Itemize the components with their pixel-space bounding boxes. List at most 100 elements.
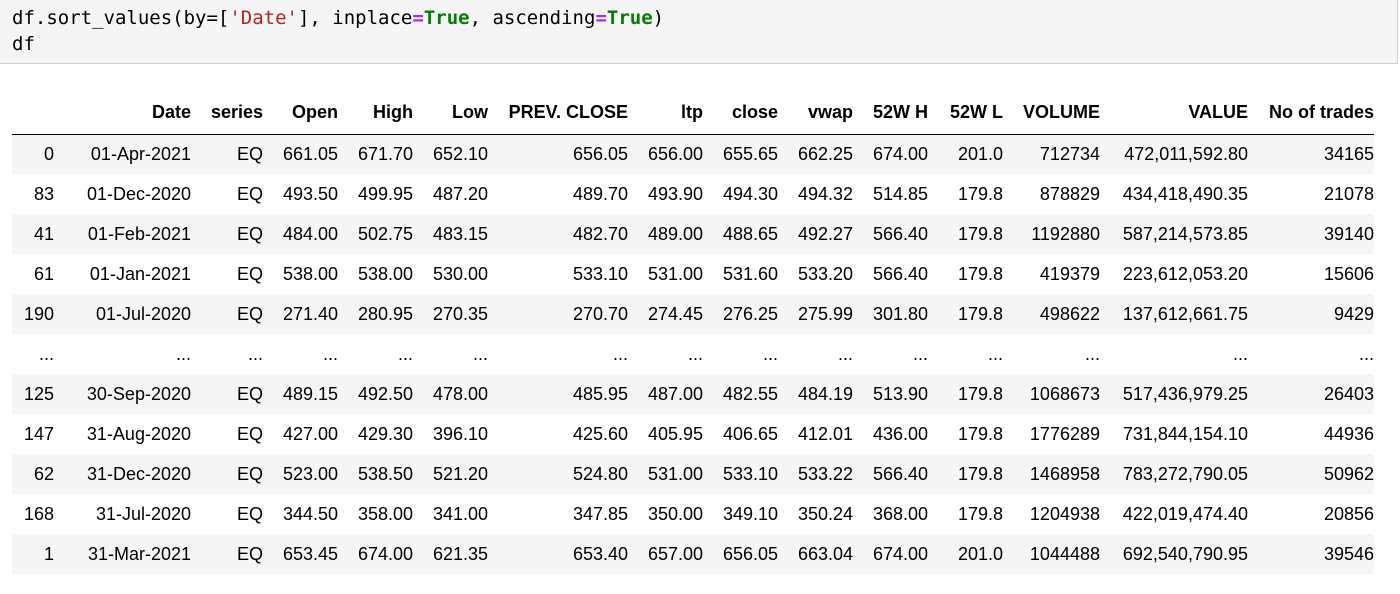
table-cell: 692,540,790.95 bbox=[1122, 543, 1248, 564]
table-cell: 358.00 bbox=[357, 503, 413, 524]
table-header: Date series Open High Low PREV. CLOSE ltp close… bbox=[12, 92, 1374, 135]
table-cell: 674.00 bbox=[357, 543, 413, 564]
table-cell: ... bbox=[397, 343, 413, 364]
table-cell: ... bbox=[472, 343, 488, 364]
table-cell: 50962 bbox=[1323, 463, 1374, 484]
column-header: 52W L bbox=[928, 92, 1003, 135]
table-cell: 499.95 bbox=[357, 183, 413, 204]
table-cell: 566.40 bbox=[872, 463, 928, 484]
table-cell: ... bbox=[612, 343, 628, 364]
row-index: 61 bbox=[33, 263, 54, 284]
table-cell: 538.50 bbox=[357, 463, 413, 484]
table-cell: 653.40 bbox=[572, 543, 628, 564]
table-cell: 347.85 bbox=[572, 503, 628, 524]
table-cell: 478.00 bbox=[432, 383, 488, 404]
row-index: 41 bbox=[33, 223, 54, 244]
table-cell: 301.80 bbox=[872, 303, 928, 324]
table-cell: 44936 bbox=[1323, 423, 1374, 444]
table-cell: 179.8 bbox=[957, 423, 1003, 444]
table-cell: 493.90 bbox=[647, 183, 703, 204]
table-cell: 1044488 bbox=[1029, 543, 1100, 564]
table-row: 147 31-Aug-2020 EQ 427.00 429.30 396.10 425.60… bbox=[12, 414, 1374, 454]
row-index: 125 bbox=[23, 383, 54, 404]
table-cell: 434,418,490.35 bbox=[1122, 183, 1248, 204]
table-cell: 179.8 bbox=[957, 183, 1003, 204]
column-header: No of trades bbox=[1248, 92, 1374, 135]
table-cell: 587,214,573.85 bbox=[1122, 223, 1248, 244]
row-index: 1 bbox=[43, 543, 54, 564]
table-cell: 31-Jul-2020 bbox=[95, 503, 191, 524]
index-header bbox=[12, 92, 54, 135]
table-cell: 223,612,053.20 bbox=[1122, 263, 1248, 284]
table-cell: 270.35 bbox=[432, 303, 488, 324]
table-cell: 429.30 bbox=[357, 423, 413, 444]
table-cell: 531.00 bbox=[647, 263, 703, 284]
table-cell: EQ bbox=[236, 423, 263, 444]
table-cell: 538.00 bbox=[282, 263, 338, 284]
code-cell-input[interactable]: df.sort_values(by=['Date'], inplace=True… bbox=[0, 0, 1398, 64]
table-cell: 179.8 bbox=[957, 263, 1003, 284]
table-row: 41 01-Feb-2021 EQ 484.00 502.75 483.15 482.70 4… bbox=[12, 214, 1374, 254]
table-cell: 412.01 bbox=[797, 423, 853, 444]
table-cell: 494.30 bbox=[722, 183, 778, 204]
table-cell: 517,436,979.25 bbox=[1122, 383, 1248, 404]
table-cell: 652.10 bbox=[432, 143, 488, 164]
table-cell: 538.00 bbox=[357, 263, 413, 284]
table-row: 168 31-Jul-2020 EQ 344.50 358.00 341.00 347.85… bbox=[12, 494, 1374, 534]
table-cell: 137,612,661.75 bbox=[1122, 303, 1248, 324]
table-cell: 1776289 bbox=[1029, 423, 1100, 444]
table-cell: 274.45 bbox=[647, 303, 703, 324]
table-cell: 653.45 bbox=[282, 543, 338, 564]
cell-output: Date series Open High Low PREV. CLOSE ltp close… bbox=[12, 92, 1374, 574]
table-cell: 350.00 bbox=[647, 503, 703, 524]
table-cell: 498622 bbox=[1039, 303, 1100, 324]
table-cell: 531.60 bbox=[722, 263, 778, 284]
table-cell: 483.15 bbox=[432, 223, 488, 244]
table-cell: EQ bbox=[236, 463, 263, 484]
table-cell: 531.00 bbox=[647, 463, 703, 484]
table-cell: 502.75 bbox=[357, 223, 413, 244]
ellipsis-row: ........................................… bbox=[12, 334, 1374, 374]
table-cell: 270.70 bbox=[572, 303, 628, 324]
table-cell: 487.20 bbox=[432, 183, 488, 204]
table-cell: 513.90 bbox=[872, 383, 928, 404]
table-cell: 39140 bbox=[1323, 223, 1374, 244]
header-row: Date series Open High Low PREV. CLOSE ltp close… bbox=[12, 92, 1374, 135]
table-cell: 01-Dec-2020 bbox=[86, 183, 191, 204]
table-cell: 405.95 bbox=[647, 423, 703, 444]
table-cell: ... bbox=[912, 343, 928, 364]
table-cell: 01-Jan-2021 bbox=[89, 263, 191, 284]
table-cell: 15606 bbox=[1323, 263, 1374, 284]
table-cell: 179.8 bbox=[957, 303, 1003, 324]
table-cell: 533.10 bbox=[572, 263, 628, 284]
code-line-1: df.sort_values(by=['Date'], inplace=True… bbox=[12, 7, 665, 29]
table-cell: 01-Apr-2021 bbox=[90, 143, 191, 164]
keyword-true: True bbox=[606, 7, 653, 29]
column-header: PREV. CLOSE bbox=[488, 92, 628, 135]
table-cell: 275.99 bbox=[797, 303, 853, 324]
table-cell: 878829 bbox=[1039, 183, 1100, 204]
table-cell: 179.8 bbox=[957, 223, 1003, 244]
column-header: Open bbox=[263, 92, 338, 135]
row-index: 147 bbox=[23, 423, 54, 444]
table-cell: 655.65 bbox=[722, 143, 778, 164]
table-row: 61 01-Jan-2021 EQ 538.00 538.00 530.00 533.10 5… bbox=[12, 254, 1374, 294]
table-cell: 276.25 bbox=[722, 303, 778, 324]
table-cell: 485.95 bbox=[572, 383, 628, 404]
table-cell: 350.24 bbox=[797, 503, 853, 524]
table-cell: EQ bbox=[236, 503, 263, 524]
table-cell: 484.19 bbox=[797, 383, 853, 404]
table-cell: 31-Mar-2021 bbox=[87, 543, 191, 564]
table-cell: 494.32 bbox=[797, 183, 853, 204]
table-cell: 31-Dec-2020 bbox=[86, 463, 191, 484]
row-index: ... bbox=[38, 343, 54, 364]
table-cell: ... bbox=[987, 343, 1003, 364]
table-cell: EQ bbox=[236, 543, 263, 564]
table-cell: 656.00 bbox=[647, 143, 703, 164]
table-cell: 349.10 bbox=[722, 503, 778, 524]
table-cell: ... bbox=[1358, 343, 1374, 364]
table-cell: 493.50 bbox=[282, 183, 338, 204]
table-cell: EQ bbox=[236, 223, 263, 244]
table-cell: 566.40 bbox=[872, 223, 928, 244]
table-cell: 20856 bbox=[1323, 503, 1374, 524]
